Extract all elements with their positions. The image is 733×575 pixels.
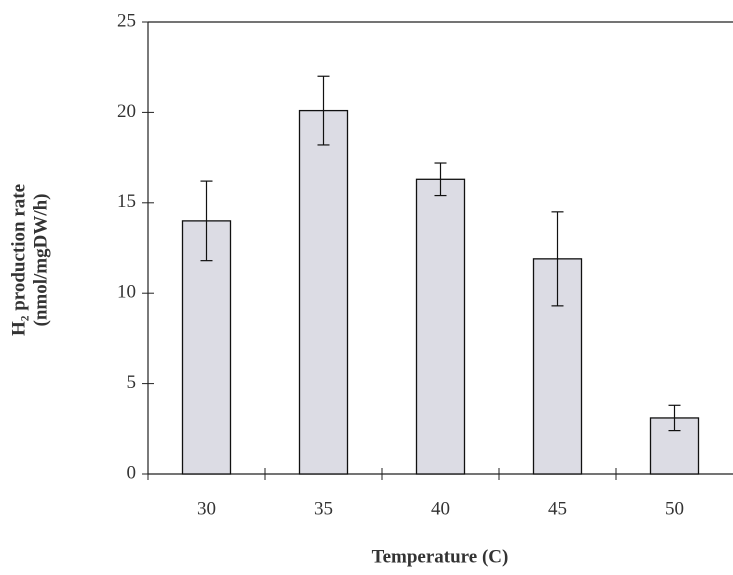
x-tick-label: 45 bbox=[548, 498, 567, 519]
x-axis-title: Temperature (C) bbox=[372, 546, 509, 567]
x-tick-label: 40 bbox=[431, 498, 450, 519]
y-tick-label: 10 bbox=[117, 282, 136, 303]
y-axis-title: H₂ production rate bbox=[8, 184, 29, 336]
x-tick-label: 30 bbox=[197, 498, 216, 519]
y-tick-label: 5 bbox=[127, 372, 137, 393]
y-tick-label: 25 bbox=[117, 10, 136, 31]
chart: Temperature (C) H₂ production rate (nmol… bbox=[0, 0, 733, 575]
bar bbox=[417, 179, 465, 474]
x-tick-label: 35 bbox=[314, 498, 333, 519]
bar bbox=[300, 111, 348, 474]
y-tick-label: 0 bbox=[127, 462, 137, 483]
x-tick-label: 50 bbox=[665, 498, 684, 519]
y-tick-label: 15 bbox=[117, 191, 136, 212]
y-tick-label: 20 bbox=[117, 101, 136, 122]
y-axis-title: (nmol/mgDW/h) bbox=[30, 194, 51, 327]
